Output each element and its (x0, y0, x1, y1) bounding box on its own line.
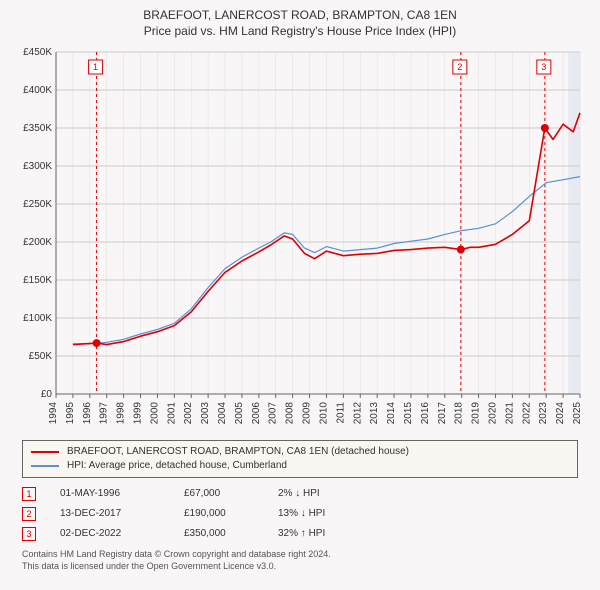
svg-text:2: 2 (457, 62, 462, 72)
svg-text:2020: 2020 (487, 402, 498, 425)
svg-text:2018: 2018 (454, 402, 465, 425)
sale-marker-3: 3 (22, 527, 36, 541)
footer-attribution: Contains HM Land Registry data © Crown c… (22, 548, 578, 572)
svg-text:2017: 2017 (437, 402, 448, 425)
svg-text:2000: 2000 (149, 402, 160, 425)
price-chart-svg: £0 £50K £100K £150K £200K £250K £300K £350K £400… (12, 44, 588, 434)
svg-text:2013: 2013 (369, 402, 380, 425)
svg-text:1997: 1997 (99, 402, 110, 425)
svg-text:1: 1 (93, 62, 98, 72)
svg-text:£250K: £250K (23, 199, 52, 210)
svg-text:2009: 2009 (302, 402, 313, 425)
sale-delta: 2% ↓ HPI (278, 484, 320, 504)
svg-text:£350K: £350K (23, 123, 52, 134)
svg-text:2005: 2005 (234, 402, 245, 425)
svg-text:1999: 1999 (133, 402, 144, 425)
svg-text:1994: 1994 (48, 402, 59, 425)
svg-text:2024: 2024 (555, 402, 566, 425)
footer-line2: This data is licensed under the Open Gov… (22, 560, 578, 572)
chart-title-line1: BRAEFOOT, LANERCOST ROAD, BRAMPTON, CA8 … (12, 8, 588, 22)
legend-row-property: BRAEFOOT, LANERCOST ROAD, BRAMPTON, CA8 … (31, 445, 569, 459)
sales-table: 1 01-MAY-1996 £67,000 2% ↓ HPI 2 13-DEC-… (22, 484, 578, 544)
svg-text:2023: 2023 (538, 402, 549, 425)
svg-text:2012: 2012 (352, 402, 363, 425)
svg-text:2001: 2001 (166, 402, 177, 425)
svg-text:£50K: £50K (29, 351, 53, 362)
svg-text:2003: 2003 (200, 402, 211, 425)
svg-text:2014: 2014 (386, 402, 397, 425)
sale-date: 01-MAY-1996 (60, 484, 160, 504)
table-row: 3 02-DEC-2022 £350,000 32% ↑ HPI (22, 524, 578, 544)
svg-text:£0: £0 (41, 389, 53, 400)
sale-price: £67,000 (184, 484, 254, 504)
legend-label-hpi: HPI: Average price, detached house, Cumb… (67, 459, 287, 473)
sale-price: £350,000 (184, 524, 254, 544)
svg-text:£300K: £300K (23, 161, 52, 172)
sale-delta: 13% ↓ HPI (278, 504, 325, 524)
svg-text:£150K: £150K (23, 275, 52, 286)
svg-text:£200K: £200K (23, 237, 52, 248)
svg-text:1995: 1995 (65, 402, 76, 425)
svg-text:2021: 2021 (504, 402, 515, 425)
sale-delta: 32% ↑ HPI (278, 524, 325, 544)
svg-text:1996: 1996 (82, 402, 93, 425)
sale-marker-1: 1 (22, 487, 36, 501)
table-row: 2 13-DEC-2017 £190,000 13% ↓ HPI (22, 504, 578, 524)
svg-text:2007: 2007 (268, 402, 279, 425)
sale-date: 02-DEC-2022 (60, 524, 160, 544)
svg-text:2011: 2011 (335, 402, 346, 424)
svg-text:£400K: £400K (23, 85, 52, 96)
svg-text:2008: 2008 (285, 402, 296, 425)
svg-text:2025: 2025 (572, 402, 583, 425)
legend-swatch-hpi (31, 465, 59, 467)
svg-text:2022: 2022 (521, 402, 532, 425)
svg-text:2010: 2010 (318, 402, 329, 425)
chart-plot: £0 £50K £100K £150K £200K £250K £300K £350K £400… (12, 44, 588, 434)
chart-container: BRAEFOOT, LANERCOST ROAD, BRAMPTON, CA8 … (0, 0, 600, 590)
svg-text:2006: 2006 (251, 402, 262, 425)
sale-date: 13-DEC-2017 (60, 504, 160, 524)
legend-row-hpi: HPI: Average price, detached house, Cumb… (31, 459, 569, 473)
legend-swatch-property (31, 451, 59, 453)
sale-price: £190,000 (184, 504, 254, 524)
legend: BRAEFOOT, LANERCOST ROAD, BRAMPTON, CA8 … (22, 440, 578, 478)
svg-text:2019: 2019 (471, 402, 482, 425)
svg-text:£100K: £100K (23, 313, 52, 324)
svg-text:1998: 1998 (116, 402, 127, 425)
sale-marker-2: 2 (22, 507, 36, 521)
chart-title-line2: Price paid vs. HM Land Registry's House … (12, 24, 588, 38)
svg-text:£450K: £450K (23, 47, 52, 58)
svg-text:2004: 2004 (217, 402, 228, 425)
svg-text:2002: 2002 (183, 402, 194, 425)
legend-label-property: BRAEFOOT, LANERCOST ROAD, BRAMPTON, CA8 … (67, 445, 409, 459)
svg-text:2015: 2015 (403, 402, 414, 425)
footer-line1: Contains HM Land Registry data © Crown c… (22, 548, 578, 560)
svg-text:2016: 2016 (420, 402, 431, 425)
svg-text:3: 3 (541, 62, 546, 72)
table-row: 1 01-MAY-1996 £67,000 2% ↓ HPI (22, 484, 578, 504)
